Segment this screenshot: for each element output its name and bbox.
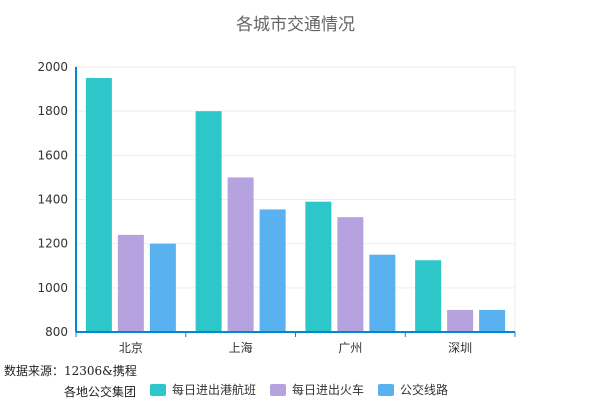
legend-label: 每日进出火车 — [292, 383, 365, 397]
axes: 800 1000 1200 1400 1600 1800 2000 北京 上海 广州 深圳 — [37, 60, 516, 355]
x-tick-label: 广州 — [338, 341, 362, 355]
y-tick-label: 1000 — [37, 281, 68, 295]
legend-item[interactable]: 公交线路 — [378, 381, 448, 398]
legend-item[interactable]: 每日进出火车 — [270, 381, 364, 398]
data-source-line: 数据来源：12306&携程 — [4, 364, 137, 378]
data-source-line-2: 各地公交集团 — [64, 385, 137, 399]
y-tick-label: 1800 — [37, 104, 68, 118]
bar-深圳-2[interactable] — [479, 309, 506, 332]
y-tick-label: 1600 — [37, 148, 68, 162]
x-tick-label: 深圳 — [448, 341, 472, 355]
bars — [85, 78, 506, 333]
y-tick-label: 1200 — [37, 237, 68, 251]
bar-北京-2[interactable] — [149, 243, 176, 332]
legend-label: 每日进出港航班 — [172, 383, 257, 397]
chart-title: 各城市交通情况 — [236, 15, 355, 35]
legend-swatch — [150, 383, 166, 396]
bar-广州-0[interactable] — [305, 201, 332, 332]
y-tick-label: 800 — [45, 325, 68, 339]
legend-swatch — [378, 383, 395, 396]
x-tick-label: 北京 — [119, 341, 143, 355]
legend-label: 公交线路 — [400, 383, 449, 397]
bar-上海-0[interactable] — [195, 111, 222, 333]
bar-上海-2[interactable] — [259, 209, 286, 332]
bar-上海-1[interactable] — [227, 177, 254, 332]
y-tick-label: 1400 — [37, 193, 68, 207]
bar-深圳-0[interactable] — [415, 260, 442, 332]
bar-北京-0[interactable] — [85, 78, 112, 333]
legend-item[interactable]: 每日进出港航班 — [150, 381, 256, 398]
bar-北京-1[interactable] — [117, 234, 144, 332]
y-tick-label: 2000 — [37, 60, 68, 74]
bar-广州-2[interactable] — [369, 254, 396, 332]
x-tick-label: 上海 — [229, 340, 253, 355]
legend: 每日进出港航班 每日进出火车 公交线路 — [150, 381, 448, 398]
bar-广州-1[interactable] — [337, 217, 364, 332]
legend-swatch — [270, 383, 287, 396]
bar-深圳-1[interactable] — [447, 309, 474, 332]
